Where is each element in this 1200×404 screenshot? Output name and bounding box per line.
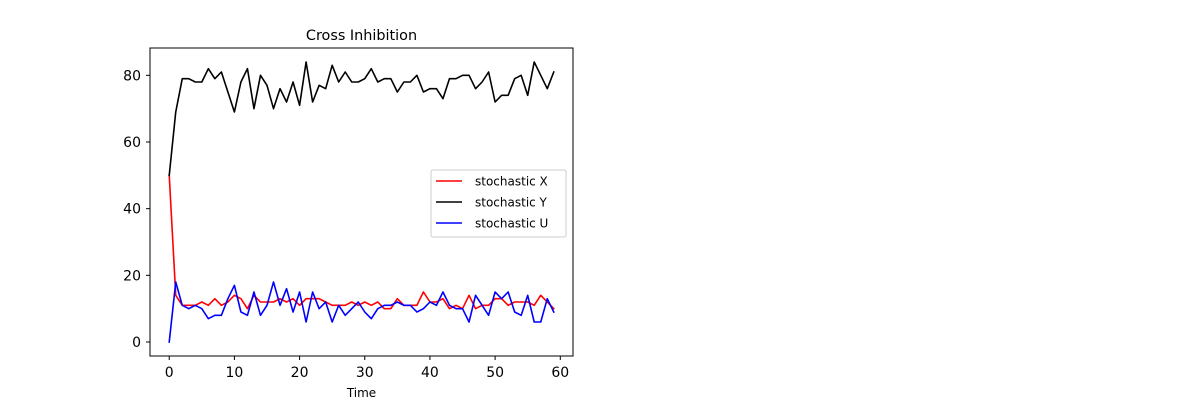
x-tick-label: 0 — [165, 365, 174, 381]
legend-label-stochastic-y: stochastic Y — [475, 196, 548, 210]
x-tick-label: 60 — [551, 365, 569, 381]
x-axis-label: Time — [346, 386, 376, 400]
x-tick-label: 30 — [356, 365, 374, 381]
series-line-stochastic-u — [168, 281, 555, 343]
y-axis: 0 20 40 60 80 — [123, 68, 150, 351]
x-tick-label: 20 — [291, 365, 309, 381]
legend-box — [430, 169, 567, 238]
y-tick-label: 40 — [123, 202, 141, 218]
x-tick-label: 10 — [225, 365, 243, 381]
axes-frame — [149, 47, 574, 357]
x-tick-label: 50 — [486, 365, 504, 381]
legend: stochastic X stochastic Y stochastic U — [430, 169, 567, 238]
legend-label-stochastic-u: stochastic U — [475, 217, 548, 231]
series-line-stochastic-x — [168, 174, 555, 310]
y-tick-label: 80 — [123, 68, 141, 84]
chart-title: Cross Inhibition — [306, 28, 417, 44]
x-axis: 0 10 20 30 40 50 60 — [165, 356, 569, 381]
y-tick-label: 20 — [123, 268, 141, 284]
series-line-stochastic-y — [168, 61, 555, 177]
legend-label-stochastic-x: stochastic X — [475, 175, 548, 189]
plot-area — [168, 61, 555, 343]
y-tick-label: 0 — [132, 335, 141, 351]
x-tick-label: 40 — [421, 365, 439, 381]
y-tick-label: 60 — [123, 135, 141, 151]
